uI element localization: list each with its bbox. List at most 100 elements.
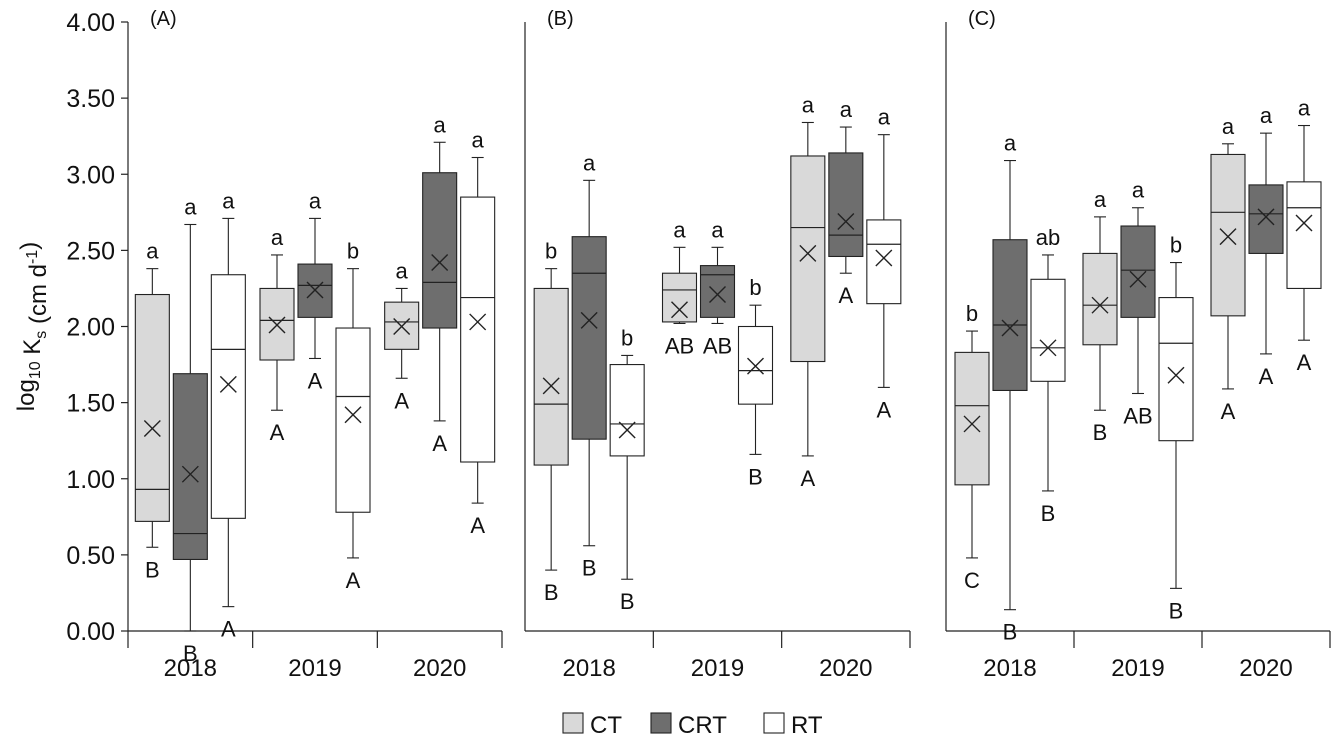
box-rt: aA: [866, 105, 902, 422]
box-crt: aA: [422, 112, 458, 456]
y-tick-label: 3.50: [66, 85, 115, 113]
significance-letter-upper: AB: [1123, 403, 1152, 428]
legend-item-ct: CT: [562, 712, 622, 739]
iqr-box: [790, 155, 826, 363]
mean-marker: [431, 254, 449, 272]
mean-marker: [469, 313, 487, 331]
iqr-box: [571, 236, 607, 440]
y-tick-label: 1.00: [66, 466, 115, 494]
y-axis-title-part: 10: [27, 361, 44, 379]
iqr-box: [661, 272, 698, 323]
x-year-label: 2020: [819, 655, 872, 682]
box-rt: bB: [1158, 233, 1194, 623]
significance-letter-upper: A: [346, 568, 361, 593]
mean-marker: [1295, 214, 1313, 232]
box-rt: aA: [1286, 96, 1322, 375]
significance-letter-lower: b: [347, 239, 359, 264]
y-axis-title: log10 Ks (cm d-1): [13, 242, 52, 411]
mean-marker: [1129, 270, 1147, 288]
iqr-box: [460, 196, 496, 463]
iqr-box: [172, 373, 208, 560]
box-ct: bB: [533, 239, 569, 605]
y-tick-label: 2.50: [66, 237, 115, 265]
iqr-box: [828, 152, 864, 258]
iqr-box: [699, 265, 736, 318]
mean-marker: [580, 311, 598, 329]
significance-letter-upper: A: [394, 388, 409, 413]
significance-letter-upper: B: [1169, 598, 1184, 623]
significance-letter-upper: B: [183, 641, 198, 666]
significance-letter-lower: a: [1260, 103, 1273, 128]
iqr-box: [1248, 184, 1284, 254]
significance-letter-upper: AB: [665, 333, 694, 358]
significance-letter-upper: B: [1093, 420, 1108, 445]
box-ct: aA: [790, 92, 826, 491]
significance-letter-lower: a: [396, 258, 409, 283]
significance-letter-lower: a: [878, 105, 891, 130]
significance-letter-upper: B: [620, 589, 635, 614]
significance-letter-upper: B: [1041, 501, 1056, 526]
mean-marker: [1167, 366, 1185, 384]
significance-letter-upper: A: [470, 513, 485, 538]
significance-letter-lower: a: [472, 128, 485, 153]
iqr-box: [1030, 278, 1066, 382]
mean-marker: [393, 318, 411, 335]
box-crt: aA: [828, 97, 864, 308]
iqr-box: [992, 239, 1028, 391]
legend-swatch: [763, 712, 785, 734]
iqr-box: [1286, 181, 1322, 289]
x-year-label: 2018: [562, 655, 615, 682]
mean-marker: [542, 377, 560, 395]
y-axis-title-part: (cm d: [25, 264, 52, 331]
panel-label: (B): [547, 8, 574, 30]
mean-marker: [1257, 208, 1275, 226]
mean-marker: [747, 357, 764, 375]
significance-letter-lower: a: [1132, 178, 1145, 203]
box-rt: aA: [210, 188, 246, 642]
legend-item-rt: RT: [763, 712, 823, 739]
significance-letter-lower: a: [1222, 114, 1235, 139]
mean-marker: [181, 465, 199, 483]
iqr-box: [1210, 153, 1246, 317]
mean-marker: [709, 286, 726, 304]
mean-marker: [837, 212, 855, 230]
mean-marker: [875, 249, 893, 267]
y-axis-title-part: -1: [24, 250, 41, 264]
legend-label: RT: [791, 712, 823, 739]
mean-marker: [268, 316, 286, 334]
significance-letter-lower: ab: [1036, 225, 1060, 250]
significance-letter-lower: a: [271, 225, 284, 250]
significance-letter-upper: B: [145, 557, 160, 582]
y-tick-label: 4.00: [66, 9, 115, 37]
significance-letter-upper: B: [1003, 620, 1018, 645]
panel-label: (A): [150, 8, 177, 30]
mean-marker: [1091, 296, 1109, 314]
significance-letter-lower: a: [840, 97, 853, 122]
x-year-label: 2018: [164, 655, 217, 682]
x-year-label: 2019: [691, 655, 744, 682]
mean-marker: [306, 281, 324, 299]
significance-letter-upper: B: [582, 556, 597, 581]
mean-marker: [799, 244, 817, 262]
x-year-label: 2020: [1239, 655, 1292, 682]
significance-letter-lower: b: [621, 325, 633, 350]
significance-letter-upper: AB: [703, 333, 732, 358]
iqr-box: [335, 327, 371, 513]
significance-letter-lower: a: [711, 217, 724, 242]
box-rt: aA: [460, 128, 496, 538]
significance-letter-upper: A: [221, 617, 236, 642]
box-rt: bB: [609, 325, 645, 614]
box-rt: bB: [737, 275, 774, 489]
mean-marker: [1039, 339, 1057, 357]
mean-marker: [219, 375, 237, 393]
box-crt: aB: [571, 150, 607, 581]
iqr-box: [954, 351, 990, 486]
significance-letter-lower: a: [802, 92, 815, 117]
y-axis-title-part: log: [13, 379, 40, 411]
significance-letter-lower: b: [966, 301, 978, 326]
box-crt: a AB: [1120, 178, 1156, 428]
x-year-label: 2018: [983, 655, 1036, 682]
